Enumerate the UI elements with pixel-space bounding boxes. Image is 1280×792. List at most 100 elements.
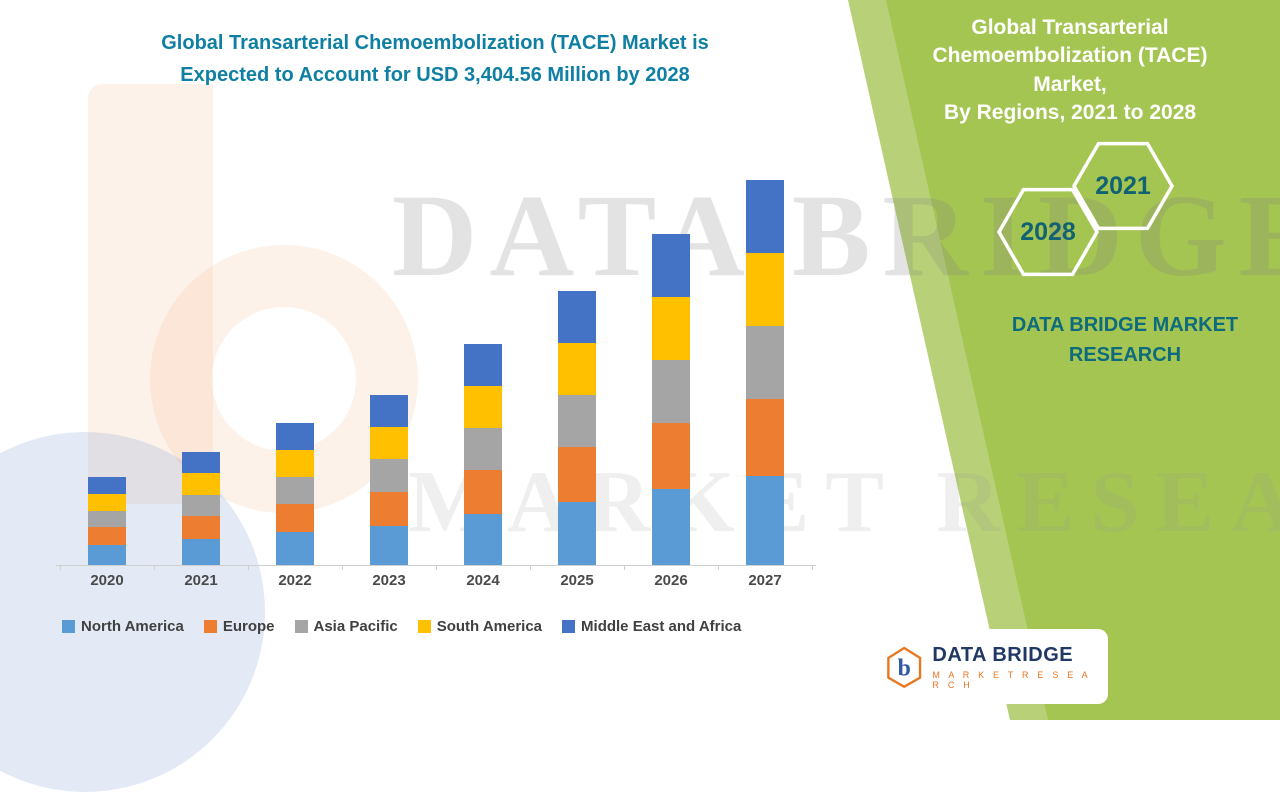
right-panel-heading-line3: By Regions, 2021 to 2028 xyxy=(943,101,1197,125)
segment-north-america xyxy=(182,538,220,565)
segment-asia-pacific xyxy=(746,326,784,400)
axis-tick xyxy=(342,565,343,570)
watermark-text-marketresearch: MARKET RESEARCH xyxy=(408,454,1280,551)
segment-europe xyxy=(464,469,502,515)
segment-middle-east-and-africa xyxy=(746,180,784,254)
stacked-bar-2021 xyxy=(182,451,220,565)
legend-label: Europe xyxy=(222,618,275,635)
segment-south-america xyxy=(652,297,690,361)
segment-south-america xyxy=(464,385,502,428)
x-label-2022: 2022 xyxy=(278,572,312,589)
segment-south-america xyxy=(558,342,596,395)
year-hexagons-graphic xyxy=(996,141,1175,277)
segment-middle-east-and-africa xyxy=(464,343,502,386)
segment-europe xyxy=(370,491,408,526)
segment-middle-east-and-africa xyxy=(558,290,596,343)
right-panel-heading-line2: Chemoembolization (TACE) Market, xyxy=(932,44,1208,96)
segment-asia-pacific xyxy=(652,360,690,423)
segment-europe xyxy=(652,422,690,490)
chart-title: Global Transarterial Chemoembolization (… xyxy=(45,27,825,91)
segment-south-america xyxy=(370,427,408,460)
segment-north-america xyxy=(558,501,596,565)
bar-2026 xyxy=(624,178,718,565)
bar-2020 xyxy=(60,178,154,565)
chart-title-line1: Global Transarterial Chemoembolization (… xyxy=(161,32,709,54)
hexagon-year-2028: 2028 xyxy=(1020,218,1076,246)
segment-europe xyxy=(276,504,314,533)
segment-south-america xyxy=(276,450,314,478)
segment-south-america xyxy=(88,494,126,511)
chart-legend: North America Europe Asia Pacific South Ame… xyxy=(62,618,741,635)
bar-2025 xyxy=(530,178,624,565)
chart-title-line2: Expected to Account for USD 3,404.56 Mil… xyxy=(180,64,690,86)
logo-text-block: DATA BRIDGE M A R K E T R E S E A R C H xyxy=(932,644,1094,690)
x-label-2026: 2026 xyxy=(654,572,688,589)
segment-asia-pacific xyxy=(370,459,408,492)
axis-tick xyxy=(436,565,437,570)
segment-south-america xyxy=(182,473,220,495)
hexagon-2021-outline xyxy=(1071,141,1175,231)
bar-2021 xyxy=(154,178,248,565)
legend-label: North America xyxy=(81,618,184,635)
x-label-2025: 2025 xyxy=(560,572,594,589)
right-panel-brand-text: DATA BRIDGE MARKET RESEARCH xyxy=(965,310,1280,370)
x-axis-labels: 2020 2021 2022 2023 2024 2025 2026 2027 xyxy=(60,572,812,589)
legend-item-south-america: South America xyxy=(417,618,543,635)
logo-letter: b xyxy=(898,655,911,681)
x-label-2027: 2027 xyxy=(748,572,782,589)
segment-middle-east-and-africa xyxy=(652,234,690,298)
databridge-logo-card: b DATA BRIDGE M A R K E T R E S E A R C … xyxy=(872,629,1108,704)
axis-tick xyxy=(248,565,249,570)
legend-swatch xyxy=(203,620,217,633)
legend-swatch xyxy=(417,620,431,633)
stacked-bar-2026 xyxy=(652,234,690,565)
bar-2022 xyxy=(248,178,342,565)
logo-company-name: DATA BRIDGE xyxy=(932,643,1074,666)
segment-north-america xyxy=(464,514,502,565)
segment-europe xyxy=(182,516,220,539)
segment-asia-pacific xyxy=(276,477,314,505)
axis-tick xyxy=(154,565,155,570)
axis-tick xyxy=(530,565,531,570)
legend-swatch xyxy=(294,620,308,633)
segment-north-america xyxy=(652,489,690,565)
segment-europe xyxy=(746,399,784,477)
segment-middle-east-and-africa xyxy=(88,477,126,495)
bar-2023 xyxy=(342,178,436,565)
bar-2027 xyxy=(718,178,812,565)
legend-label: Middle East and Africa xyxy=(581,618,742,635)
segment-asia-pacific xyxy=(88,510,126,528)
axis-tick xyxy=(718,565,719,570)
legend-item-north-america: North America xyxy=(62,618,184,635)
segment-europe xyxy=(558,447,596,502)
right-panel-brand-line2: RESEARCH xyxy=(1068,344,1182,366)
x-label-2024: 2024 xyxy=(466,572,500,589)
legend-label: South America xyxy=(436,618,543,635)
hexagon-year-2021: 2021 xyxy=(1095,172,1151,200)
segment-north-america xyxy=(370,525,408,565)
logo-tagline: M A R K E T R E S E A R C H xyxy=(932,669,1091,690)
segment-south-america xyxy=(746,253,784,327)
right-panel-heading-line1: Global Transarterial xyxy=(971,16,1169,39)
x-label-2023: 2023 xyxy=(372,572,406,589)
segment-middle-east-and-africa xyxy=(276,423,314,451)
segment-north-america xyxy=(276,532,314,565)
legend-label: Asia Pacific xyxy=(313,618,398,635)
segment-middle-east-and-africa xyxy=(370,394,408,428)
segment-north-america xyxy=(88,544,126,565)
segment-europe xyxy=(88,527,126,545)
stacked-bar-chart xyxy=(60,178,812,565)
watermark-text-databridge: DATA BRIDGE xyxy=(392,170,1280,301)
axis-tick xyxy=(624,565,625,570)
segment-north-america xyxy=(746,476,784,565)
x-label-2020: 2020 xyxy=(90,572,124,589)
right-panel-heading: Global Transarterial Chemoembolization (… xyxy=(900,14,1240,127)
segment-middle-east-and-africa xyxy=(182,451,220,474)
segment-asia-pacific xyxy=(464,427,502,470)
stacked-bar-2025 xyxy=(558,290,596,565)
bar-2024 xyxy=(436,178,530,565)
right-panel-brand-line1: DATA BRIDGE MARKET xyxy=(1011,314,1239,336)
legend-item-asia-pacific: Asia Pacific xyxy=(294,618,398,635)
stacked-bar-2023 xyxy=(370,394,408,565)
legend-item-middle-east-and-africa: Middle East and Africa xyxy=(562,618,741,635)
